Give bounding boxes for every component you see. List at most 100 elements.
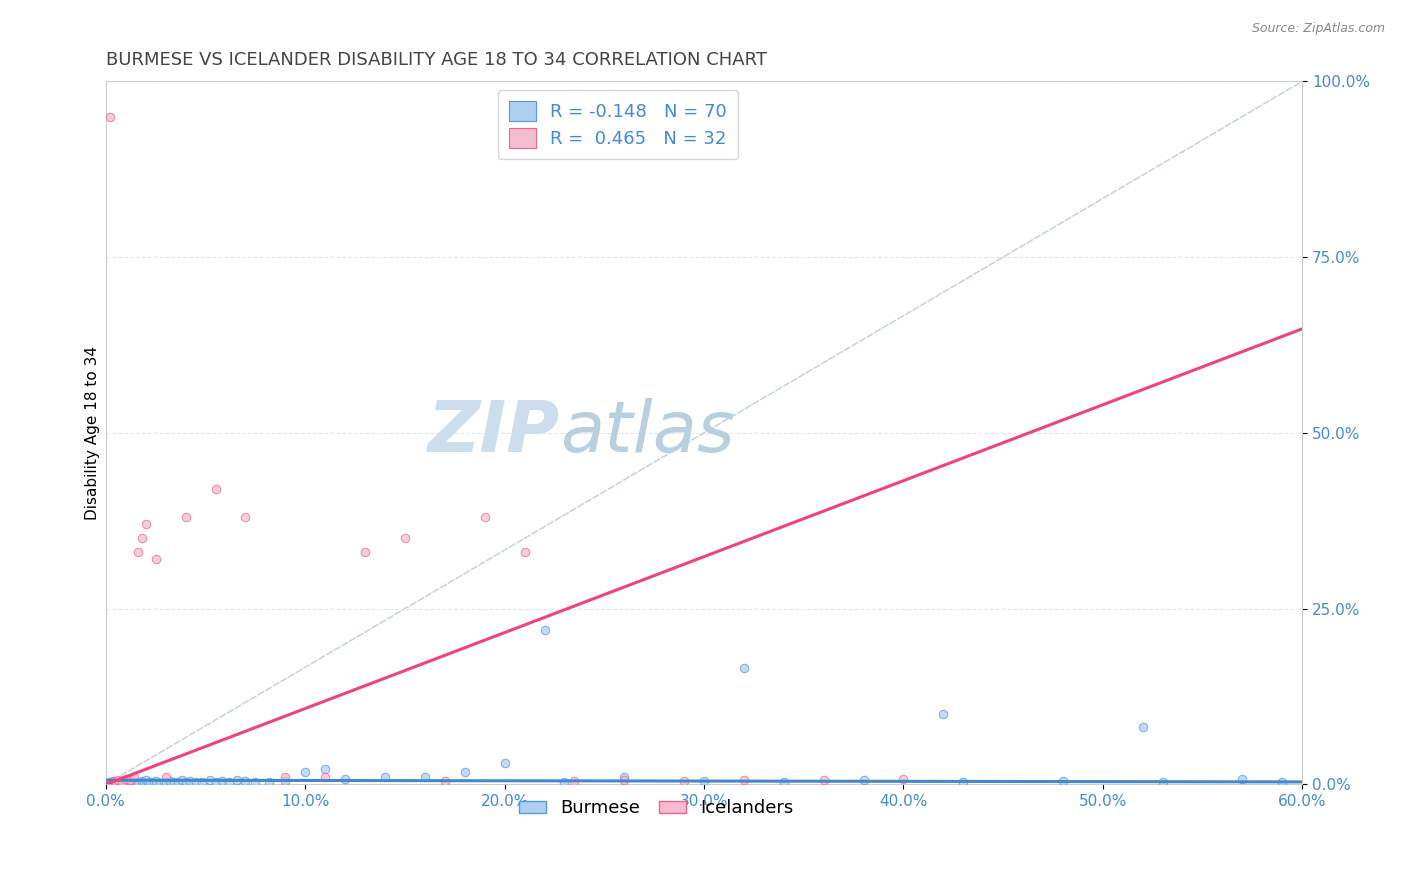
Point xyxy=(145,552,167,566)
Point xyxy=(107,774,129,789)
Point xyxy=(125,774,148,789)
Point xyxy=(127,545,149,559)
Point xyxy=(314,762,336,776)
Point xyxy=(145,773,167,788)
Y-axis label: Disability Age 18 to 34: Disability Age 18 to 34 xyxy=(86,346,100,520)
Point xyxy=(413,771,436,785)
Point xyxy=(184,775,207,789)
Point xyxy=(131,773,153,788)
Point xyxy=(149,776,172,790)
Point xyxy=(1132,720,1154,734)
Point xyxy=(127,777,149,791)
Point xyxy=(121,775,143,789)
Point xyxy=(454,765,477,780)
Point xyxy=(893,772,915,786)
Point xyxy=(226,773,249,788)
Point xyxy=(104,777,127,791)
Point xyxy=(274,771,297,785)
Point xyxy=(613,773,636,788)
Point xyxy=(159,773,181,788)
Point xyxy=(97,776,120,790)
Point xyxy=(932,707,955,722)
Point xyxy=(274,773,297,788)
Point xyxy=(152,774,174,789)
Point xyxy=(98,775,121,789)
Point xyxy=(97,776,120,790)
Point xyxy=(294,764,316,779)
Point xyxy=(733,661,755,675)
Point xyxy=(553,774,575,789)
Point xyxy=(1271,774,1294,789)
Point xyxy=(135,517,157,532)
Point xyxy=(179,773,201,788)
Text: Source: ZipAtlas.com: Source: ZipAtlas.com xyxy=(1251,22,1385,36)
Point xyxy=(98,110,121,124)
Text: ZIP: ZIP xyxy=(429,399,561,467)
Point xyxy=(198,773,221,788)
Point xyxy=(138,774,160,789)
Point xyxy=(374,771,396,785)
Point xyxy=(166,775,188,789)
Point xyxy=(174,510,197,524)
Point xyxy=(131,532,153,546)
Point xyxy=(235,510,257,524)
Point xyxy=(394,532,416,546)
Text: BURMESE VS ICELANDER DISABILITY AGE 18 TO 34 CORRELATION CHART: BURMESE VS ICELANDER DISABILITY AGE 18 T… xyxy=(105,51,766,69)
Legend: Burmese, Icelanders: Burmese, Icelanders xyxy=(512,792,800,824)
Point xyxy=(533,623,555,637)
Point xyxy=(314,771,336,785)
Point xyxy=(155,771,177,785)
Point xyxy=(132,775,155,789)
Point xyxy=(101,774,124,789)
Point xyxy=(494,756,516,771)
Point xyxy=(852,772,875,787)
Point xyxy=(218,774,240,789)
Point xyxy=(174,774,197,789)
Text: atlas: atlas xyxy=(561,399,735,467)
Point xyxy=(170,773,193,788)
Point xyxy=(103,773,125,788)
Point xyxy=(103,773,125,788)
Point xyxy=(117,774,139,789)
Point xyxy=(433,773,456,788)
Point xyxy=(136,776,159,790)
Point xyxy=(1232,772,1254,786)
Point xyxy=(107,777,129,791)
Point xyxy=(1052,773,1074,788)
Point xyxy=(613,771,636,785)
Point xyxy=(114,776,136,790)
Point xyxy=(155,775,177,789)
Point xyxy=(104,775,127,789)
Point xyxy=(733,772,755,787)
Point xyxy=(333,772,356,786)
Point xyxy=(104,775,127,789)
Point xyxy=(114,775,136,789)
Point xyxy=(103,776,125,790)
Point xyxy=(118,773,141,788)
Point xyxy=(111,776,134,790)
Point xyxy=(112,777,135,791)
Point xyxy=(772,774,794,789)
Point xyxy=(211,773,233,788)
Point xyxy=(354,545,377,559)
Point xyxy=(108,775,131,789)
Point xyxy=(108,773,131,788)
Point xyxy=(204,482,226,496)
Point xyxy=(204,775,226,789)
Point xyxy=(952,775,974,789)
Point xyxy=(104,776,127,790)
Point xyxy=(122,771,145,785)
Point xyxy=(114,772,136,786)
Point xyxy=(813,773,835,788)
Point xyxy=(693,773,716,788)
Point xyxy=(107,773,129,788)
Point xyxy=(98,775,121,789)
Point xyxy=(142,775,165,789)
Point xyxy=(245,774,267,789)
Point xyxy=(101,777,124,791)
Point xyxy=(190,774,212,789)
Point xyxy=(112,773,135,788)
Point xyxy=(564,773,586,788)
Point xyxy=(163,774,186,789)
Point xyxy=(101,774,124,789)
